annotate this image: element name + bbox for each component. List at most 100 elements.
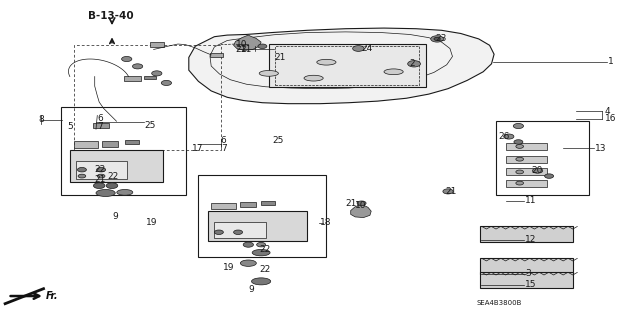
Text: 9: 9 [248, 285, 254, 294]
Text: 13: 13 [595, 144, 607, 153]
Bar [102, 141, 118, 147]
Text: 25: 25 [272, 137, 284, 145]
Bar [125, 140, 139, 144]
Text: 22: 22 [259, 245, 271, 254]
Text: 10: 10 [236, 40, 247, 48]
Bar [93, 123, 109, 128]
Bar [124, 76, 141, 81]
Text: 22: 22 [259, 265, 271, 274]
Text: 4: 4 [605, 107, 611, 115]
Circle shape [408, 61, 420, 67]
Text: SEA4B3800B: SEA4B3800B [477, 300, 522, 306]
Circle shape [257, 242, 266, 247]
Circle shape [122, 56, 132, 62]
Circle shape [97, 167, 106, 172]
Bar [74, 45, 221, 150]
Text: 24: 24 [362, 44, 373, 53]
Bar [480, 272, 573, 288]
Text: 21: 21 [235, 45, 246, 54]
Circle shape [532, 168, 543, 173]
Bar [210, 53, 223, 57]
Bar [76, 161, 127, 179]
Text: 10: 10 [355, 201, 367, 210]
Bar [240, 202, 256, 207]
Text: 15: 15 [525, 280, 536, 289]
Text: 16: 16 [605, 114, 616, 123]
Circle shape [106, 183, 118, 189]
Circle shape [152, 71, 162, 76]
Text: 21: 21 [95, 175, 106, 184]
Text: 23: 23 [435, 34, 447, 43]
Polygon shape [189, 28, 494, 104]
Bar [144, 76, 156, 79]
Circle shape [516, 170, 524, 174]
Text: 6: 6 [97, 114, 103, 123]
Text: 20: 20 [531, 166, 543, 175]
Bar [208, 211, 307, 241]
Text: 11: 11 [525, 197, 536, 205]
Circle shape [78, 174, 86, 178]
Text: 3: 3 [525, 269, 531, 278]
Ellipse shape [317, 59, 336, 65]
Text: 8: 8 [38, 115, 44, 124]
Bar [269, 44, 426, 87]
Text: 1: 1 [608, 57, 614, 66]
Text: 5: 5 [67, 122, 73, 130]
Bar [211, 203, 236, 209]
Circle shape [353, 46, 364, 51]
Bar [506, 143, 547, 150]
Circle shape [258, 44, 267, 48]
Ellipse shape [384, 69, 403, 75]
Circle shape [504, 134, 514, 139]
Text: 21: 21 [445, 187, 457, 196]
Circle shape [97, 174, 105, 178]
Text: B-13-40: B-13-40 [88, 11, 134, 21]
Text: 7: 7 [97, 122, 103, 130]
Text: Fr.: Fr. [46, 291, 59, 301]
Bar [261, 201, 275, 205]
Circle shape [132, 64, 143, 69]
Text: 26: 26 [498, 132, 509, 141]
Bar [480, 226, 573, 242]
Circle shape [243, 242, 253, 247]
Ellipse shape [96, 189, 115, 197]
Text: 21: 21 [274, 53, 285, 62]
Bar [275, 46, 419, 85]
Text: 21: 21 [346, 199, 357, 208]
Circle shape [516, 145, 524, 148]
Polygon shape [351, 204, 371, 218]
Bar [61, 107, 186, 195]
Bar [480, 258, 573, 274]
Circle shape [77, 167, 86, 172]
Circle shape [545, 174, 554, 178]
Ellipse shape [259, 70, 278, 76]
Circle shape [431, 36, 444, 42]
Ellipse shape [252, 249, 270, 256]
Circle shape [234, 230, 243, 234]
Circle shape [214, 230, 223, 234]
Bar [74, 141, 98, 148]
Circle shape [513, 123, 524, 129]
Text: 22: 22 [107, 172, 118, 181]
Bar [506, 168, 547, 175]
Text: 6: 6 [221, 136, 227, 145]
Text: 21: 21 [240, 45, 252, 54]
Ellipse shape [241, 260, 256, 266]
Circle shape [443, 189, 453, 194]
Bar [496, 121, 589, 195]
Text: 25: 25 [144, 121, 156, 130]
Bar [150, 42, 164, 47]
Ellipse shape [252, 278, 271, 285]
Circle shape [516, 157, 524, 161]
Bar [506, 180, 547, 187]
Bar [214, 222, 266, 238]
Text: 2: 2 [410, 59, 415, 68]
Polygon shape [234, 35, 261, 50]
Circle shape [514, 140, 523, 144]
Text: 9: 9 [112, 212, 118, 221]
Text: 7: 7 [221, 144, 227, 153]
Circle shape [161, 80, 172, 85]
Bar [198, 175, 326, 257]
Bar [506, 156, 547, 163]
Circle shape [357, 201, 366, 205]
